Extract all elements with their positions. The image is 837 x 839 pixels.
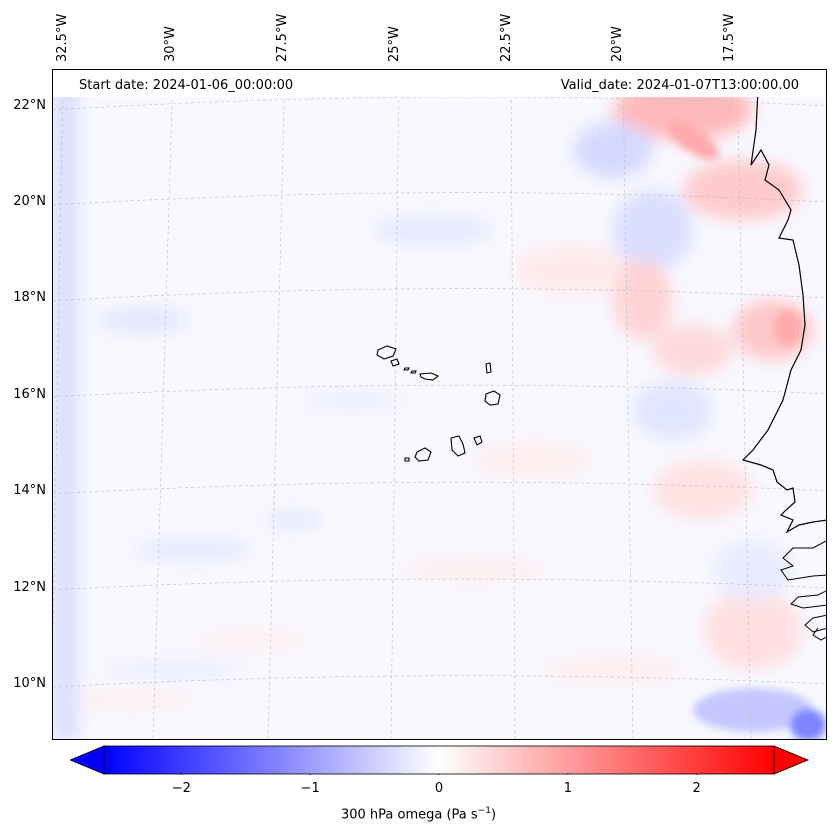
colorbar-tick-minus2: −2 — [171, 781, 191, 796]
gridlines — [53, 70, 826, 739]
lat-label-20n: 20°N — [13, 194, 46, 209]
lon-label-17-5w: 17.5°W — [722, 13, 737, 62]
colorbar-tick-0: 0 — [434, 781, 444, 796]
colorbar — [70, 745, 810, 775]
lon-label-25w: 25°W — [387, 26, 402, 62]
map-panel — [52, 69, 827, 740]
colorbar-tick-1: 1 — [563, 781, 572, 796]
colorbar-gradient — [103, 745, 775, 775]
colorbar-title: 300 hPa omega (Pa s−1) — [340, 806, 497, 823]
colorbar-tick-2: 2 — [692, 781, 701, 796]
cape-verde-islands — [376, 345, 501, 462]
colorbar-max-extend — [773, 745, 810, 775]
lon-label-30w: 30°W — [163, 26, 178, 62]
lat-label-22n: 22°N — [13, 98, 46, 113]
lon-label-22-5w: 22.5°W — [499, 13, 514, 62]
colorbar-tick-minus1: −1 — [300, 781, 320, 796]
colorbar-min-extend — [70, 745, 105, 775]
valid-date-label: Valid_date: 2024-01-07T13:00:00.00 — [560, 78, 799, 93]
lat-label-16n: 16°N — [13, 387, 46, 402]
lat-label-12n: 12°N — [13, 580, 46, 595]
lat-label-18n: 18°N — [13, 290, 46, 305]
lon-label-20w: 20°W — [610, 26, 625, 62]
lat-label-14n: 14°N — [13, 483, 46, 498]
lat-label-10n: 10°N — [13, 676, 46, 691]
coastline — [741, 70, 826, 534]
omega-field — [53, 70, 826, 739]
lon-label-27-5w: 27.5°W — [275, 13, 290, 62]
start-date-label: Start date: 2024-01-06_00:00:00 — [79, 78, 294, 93]
lon-label-32-5w: 32.5°W — [55, 13, 70, 62]
